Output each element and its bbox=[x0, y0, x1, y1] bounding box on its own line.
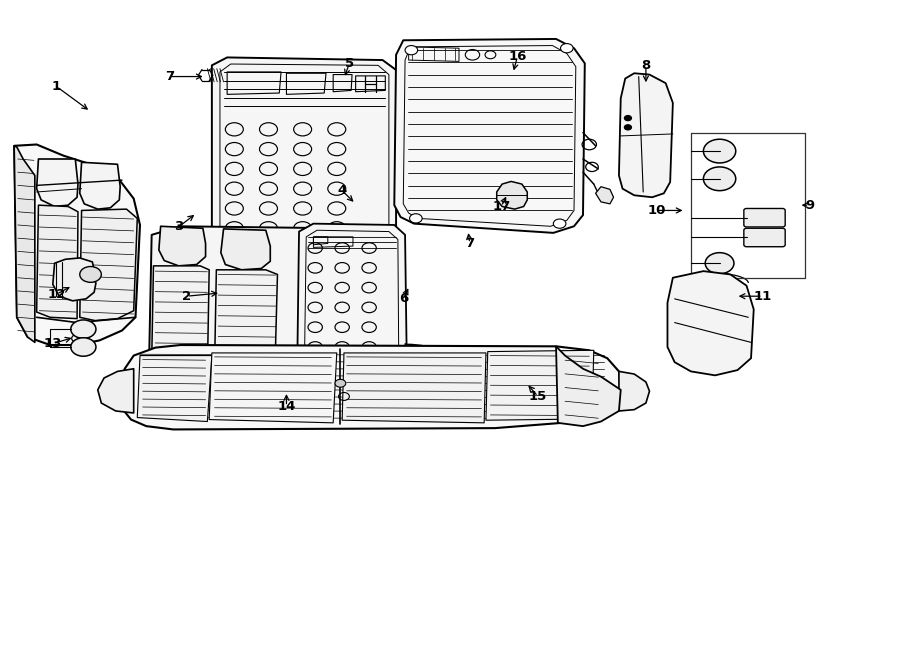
Text: 7: 7 bbox=[465, 237, 474, 250]
Polygon shape bbox=[556, 346, 621, 426]
Text: 1: 1 bbox=[52, 80, 61, 93]
Text: 17: 17 bbox=[492, 200, 510, 213]
Circle shape bbox=[554, 219, 566, 228]
Polygon shape bbox=[98, 369, 134, 413]
Text: 14: 14 bbox=[277, 400, 295, 413]
Text: 11: 11 bbox=[753, 290, 772, 303]
Polygon shape bbox=[214, 270, 277, 375]
Polygon shape bbox=[394, 39, 585, 233]
Circle shape bbox=[71, 338, 96, 356]
Polygon shape bbox=[220, 229, 270, 270]
Circle shape bbox=[71, 320, 96, 338]
Polygon shape bbox=[486, 350, 594, 420]
Circle shape bbox=[625, 116, 632, 121]
Polygon shape bbox=[14, 145, 140, 345]
Circle shape bbox=[561, 44, 573, 53]
Polygon shape bbox=[212, 58, 396, 279]
Text: 5: 5 bbox=[345, 57, 354, 70]
Polygon shape bbox=[596, 186, 614, 204]
Polygon shape bbox=[80, 209, 138, 321]
Circle shape bbox=[704, 167, 736, 190]
Circle shape bbox=[704, 139, 736, 163]
Circle shape bbox=[80, 266, 102, 282]
Polygon shape bbox=[297, 223, 407, 387]
Polygon shape bbox=[209, 353, 337, 423]
FancyBboxPatch shape bbox=[743, 208, 785, 227]
Polygon shape bbox=[497, 181, 527, 209]
Circle shape bbox=[410, 214, 422, 223]
Text: 4: 4 bbox=[338, 184, 346, 197]
Text: 16: 16 bbox=[508, 50, 526, 63]
Polygon shape bbox=[14, 146, 35, 342]
Text: 6: 6 bbox=[399, 292, 408, 305]
Polygon shape bbox=[152, 266, 209, 371]
Text: 9: 9 bbox=[805, 199, 814, 212]
Polygon shape bbox=[80, 163, 121, 209]
Circle shape bbox=[706, 253, 734, 274]
Text: 15: 15 bbox=[529, 390, 547, 403]
Circle shape bbox=[625, 125, 632, 130]
Text: 8: 8 bbox=[642, 59, 651, 72]
Polygon shape bbox=[53, 258, 96, 301]
Polygon shape bbox=[159, 226, 205, 266]
Polygon shape bbox=[149, 226, 353, 390]
Circle shape bbox=[335, 379, 346, 387]
Polygon shape bbox=[342, 353, 486, 423]
Polygon shape bbox=[619, 73, 673, 197]
Text: 12: 12 bbox=[48, 288, 66, 301]
Polygon shape bbox=[37, 205, 78, 319]
Text: 13: 13 bbox=[43, 337, 62, 350]
Circle shape bbox=[405, 46, 418, 55]
Text: 7: 7 bbox=[165, 70, 175, 83]
Text: 3: 3 bbox=[174, 220, 184, 233]
Polygon shape bbox=[37, 159, 78, 206]
FancyBboxPatch shape bbox=[743, 228, 785, 247]
Polygon shape bbox=[619, 371, 650, 411]
Text: 2: 2 bbox=[182, 290, 192, 303]
Polygon shape bbox=[668, 271, 753, 375]
Polygon shape bbox=[138, 356, 212, 422]
Polygon shape bbox=[120, 345, 621, 430]
Text: 10: 10 bbox=[647, 204, 666, 217]
